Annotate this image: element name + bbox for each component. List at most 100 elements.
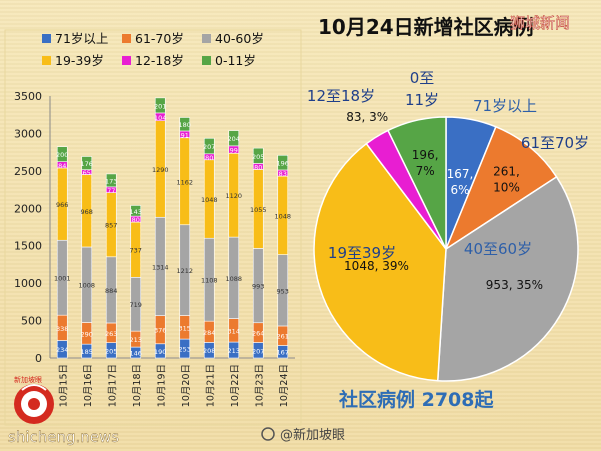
bar-data-label: 968 (81, 208, 93, 216)
pie-pct-label: 6% (450, 183, 469, 197)
logo: 新加坡眼 (14, 375, 54, 424)
bar-segment (130, 205, 142, 217)
bar-data-label: 143 (130, 208, 142, 216)
bar-data-label: 953 (277, 287, 289, 295)
bar-data-label: 1120 (225, 192, 242, 200)
y-tick-label: 3000 (14, 127, 42, 140)
bar-segment (203, 137, 215, 155)
pie-pct-label: 10% (493, 181, 520, 195)
weibo-icon (261, 427, 275, 441)
legend-swatch (202, 56, 211, 65)
bar-segment (154, 97, 166, 114)
bar-data-label: 80 (132, 216, 140, 224)
bar-segment (56, 146, 68, 162)
bar-data-label: 213 (130, 336, 142, 344)
bar-stack: 167 261 953 1048 83 196 (274, 154, 291, 359)
bar-data-label: 719 (130, 301, 142, 309)
bar-data-label: 204 (228, 135, 240, 143)
pie-pct-label: 7% (416, 164, 435, 178)
pie-value-label: 83, 3% (346, 110, 388, 124)
bar-data-label: 261 (277, 333, 289, 341)
pie-category-label: 19至39岁 (328, 244, 396, 262)
legend-label: 40-60岁 (215, 31, 264, 46)
bar-stack: 190 376 1314 1290 104 201 (152, 97, 169, 359)
bar-data-label: 338 (56, 325, 68, 333)
x-tick-label: 10月20日 (181, 364, 192, 407)
bar-data-label: 857 (105, 222, 117, 230)
x-tick-label: 10月18日 (132, 364, 143, 407)
bar-data-label: 190 (154, 348, 166, 356)
bar-data-label: 737 (130, 247, 142, 255)
bar-stack: 208 284 1108 1048 80 207 (201, 137, 218, 359)
bar-data-label: 1088 (225, 275, 242, 283)
bar-data-label: 91 (181, 131, 189, 139)
pie-slice (436, 175, 579, 382)
legend-label: 0-11岁 (215, 53, 256, 68)
stacked-bars: 2343381001966842001852901008968651762052… (54, 97, 291, 359)
pie-category-label: 71岁以上 (473, 97, 537, 115)
bar-data-label: 264 (252, 330, 264, 338)
bar-data-label: 1048 (274, 212, 291, 220)
bar-data-label: 1290 (152, 166, 169, 174)
bar-stack: 205 263 884 857 77 173 (105, 173, 117, 359)
pie-category-label-line2: 11岁 (405, 91, 439, 109)
bar-data-label: 290 (81, 330, 93, 338)
bar-data-label: 167 (277, 349, 289, 357)
bar-data-label: 1008 (78, 282, 95, 290)
bar-data-label: 884 (105, 287, 117, 295)
x-tick-label: 10月21日 (205, 364, 216, 407)
pie-category-label: 0至 (410, 69, 435, 87)
bar-stack: 253 315 1212 1162 91 180 (176, 117, 193, 359)
bar-data-label: 1048 (201, 196, 218, 204)
y-tick-label: 1500 (14, 240, 42, 253)
bar-data-label: 966 (56, 201, 68, 209)
y-tick-label: 500 (21, 315, 42, 328)
pie-slice (444, 125, 558, 251)
logo-text: 新加坡眼 (14, 375, 42, 384)
bar-data-label: 83 (279, 170, 287, 178)
bar-data-label: 99 (230, 147, 238, 155)
bar-data-label: 205 (252, 153, 264, 161)
pie-value-label: 167, (447, 167, 474, 181)
bar-segment (228, 130, 240, 147)
bar-data-label: 176 (81, 160, 93, 168)
pie-value-label: 953, 35% (486, 278, 543, 292)
legend-swatch (42, 56, 51, 65)
pie-category-label: 12至18岁 (307, 87, 375, 105)
bar-data-label: 146 (130, 350, 142, 358)
total-label: 社区病例 2708起 (338, 388, 494, 411)
x-tick-label: 10月17日 (107, 364, 118, 407)
legend-swatch (122, 56, 131, 65)
bar-data-label: 80 (254, 163, 262, 171)
bar-data-label: 1055 (250, 206, 267, 214)
legend-label: 12-18岁 (135, 53, 184, 68)
y-tick-label: 2500 (14, 165, 42, 178)
site-watermark: shicheng.news (8, 428, 119, 446)
chart-title: 10月24日新增社区病例 (318, 15, 534, 39)
bar-data-label: 1108 (201, 277, 218, 285)
bar-data-label: 208 (203, 347, 215, 355)
bar-stack: 207 264 993 1055 80 205 (250, 147, 267, 359)
bar-data-label: 205 (105, 347, 117, 355)
pie-category-label: 40至60岁 (464, 240, 532, 258)
pie-slice (313, 142, 447, 382)
bar-data-label: 207 (203, 143, 215, 151)
x-axis: 10月15日 10月16日 10月17日 10月18日 10月19日 10月20日 10月2… (58, 364, 290, 407)
bar-data-label: 376 (154, 327, 166, 335)
bar-data-label: 180 (179, 121, 191, 129)
bar-data-label: 315 (179, 324, 191, 332)
y-tick-label: 0 (35, 352, 42, 365)
bar-data-label: 1001 (54, 275, 71, 283)
legend-label: 71岁以上 (55, 31, 108, 46)
bar-segment (81, 156, 93, 170)
x-tick-label: 10月24日 (279, 364, 290, 407)
bar-panel-frame (4, 29, 302, 426)
bar-data-label: 1162 (176, 178, 193, 186)
bar-segment (277, 154, 289, 171)
y-axis: 0 500 1000 1500 2000 2500 3000 3500 (14, 90, 295, 365)
x-tick-label: 10月15日 (58, 364, 69, 407)
bar-segment (252, 147, 264, 164)
